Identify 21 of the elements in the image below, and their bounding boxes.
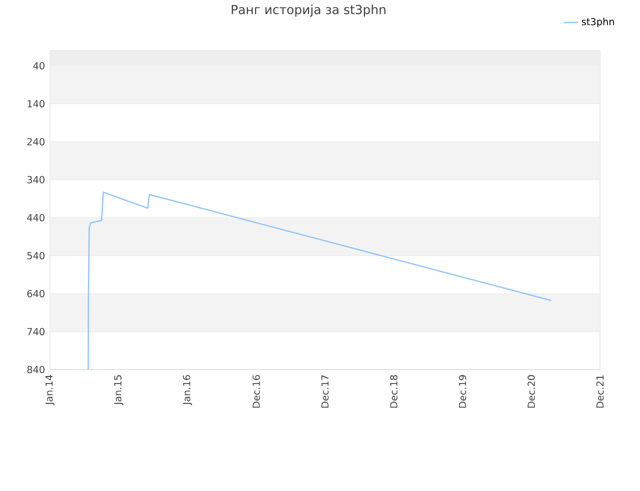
line-series [88,192,552,370]
y-tick-label: 640 [27,290,44,298]
x-tick-label: Jan.15 [114,376,124,406]
y-tick-label: 540 [27,252,44,260]
x-tick-label: Dec.17 [321,375,329,408]
legend-label: st3phn [582,18,614,28]
y-tick-label: 740 [27,328,44,336]
y-tick-label: 440 [27,214,44,222]
x-tick-label: Dec.21 [596,376,604,408]
x-tick-label: Dec.20 [528,375,535,408]
y-tick-label: 40 [33,62,44,70]
y-tick-label: 140 [28,100,44,108]
y-tick-label: 840 [27,366,44,374]
x-tick-label: Dec.16 [252,375,260,408]
x-tick-label: Jan.16 [182,375,192,406]
y-tick-label: 340 [27,176,44,184]
y-tick-label: 240 [27,138,44,146]
x-tick-label: Dec.19 [458,375,466,408]
x-tick-label: Jan.14 [46,375,54,406]
chart-title: Ранг историја за st3phn [232,4,386,17]
x-tick-label: Dec.18 [390,375,398,408]
